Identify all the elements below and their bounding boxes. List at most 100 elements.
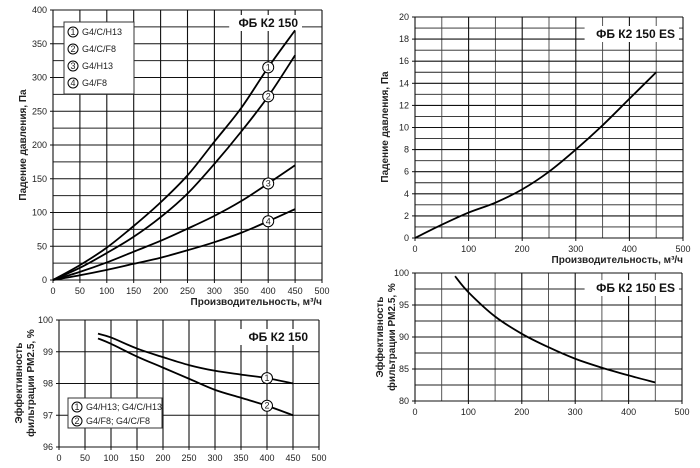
series-line-4 [52, 208, 296, 281]
y-tick-label: 18 [399, 34, 409, 44]
x-tick-label: 100 [99, 286, 114, 296]
series-line-1 [414, 71, 657, 239]
legend-marker-label: 1 [70, 27, 75, 37]
x-tick-label: 350 [234, 286, 249, 296]
y-axis-label-line: Эффективность [374, 297, 386, 378]
y-tick-label: 100 [394, 268, 409, 278]
y-tick-label: 100 [32, 208, 47, 218]
x-tick-label: 100 [103, 453, 118, 463]
legend-box [67, 397, 163, 429]
series-marker-2 [262, 90, 275, 103]
x-tick-label: 300 [207, 453, 222, 463]
y-tick-label: 0 [404, 233, 409, 243]
x-tick-label: 300 [207, 286, 222, 296]
y-tick-label: 16 [399, 56, 409, 66]
chart-3: 0 100 200 300 400 500 0 2 4 6 8 10 12 14 16 18 20 Произво… [380, 12, 691, 266]
y-tick-label: 400 [32, 5, 47, 15]
legend-entry: G4/F8; G4/C/F8 [86, 416, 150, 426]
chart-title: ФБ К2 150 ES [596, 281, 675, 295]
series-marker-2 [261, 399, 273, 412]
chart-title-bg [584, 26, 679, 42]
legend-marker-label: 3 [70, 61, 75, 71]
series-marker-label: 2 [264, 401, 269, 411]
y-axis-label: Падение давления, Па [380, 71, 391, 183]
series-marker-1 [261, 372, 273, 385]
series-marker-4 [262, 215, 275, 228]
x-tick-label: 450 [285, 453, 300, 463]
x-tick-label: 300 [568, 244, 583, 254]
legend-entry: G4/C/F8 [82, 44, 116, 54]
legend-entry: G4/H13 [82, 61, 113, 71]
x-tick-label: 200 [155, 453, 170, 463]
series-marker-3 [262, 177, 275, 190]
legend-marker [67, 77, 79, 89]
chart-1: 0 50 100 150 200 250 300 350 400 450 500 0 50 100 150 2… [18, 5, 330, 308]
y-tick-label: 200 [32, 140, 47, 150]
series-marker-label: 1 [264, 373, 269, 383]
x-tick-label: 0 [412, 407, 417, 417]
series-line-3 [52, 164, 296, 281]
y-tick-label: 100 [38, 315, 53, 325]
x-tick-label: 250 [181, 453, 196, 463]
y-tick-label: 12 [399, 100, 409, 110]
legend-marker-label: 1 [74, 402, 79, 412]
y-tick-label: 95 [399, 300, 409, 310]
y-tick-label: 97 [43, 410, 53, 420]
x-axis-label: Производительность, м³/ч [191, 297, 323, 308]
y-tick-label: 98 [43, 379, 53, 389]
x-tick-label: 450 [288, 286, 303, 296]
y-tick-label: 0 [42, 275, 47, 285]
series-marker-1 [262, 61, 275, 74]
y-tick-label: 250 [32, 106, 47, 116]
legend-marker [67, 60, 79, 72]
chart-title-bg [229, 15, 302, 31]
x-tick-label: 0 [412, 244, 417, 254]
y-tick-label: 10 [399, 123, 409, 133]
y-tick-label: 350 [32, 39, 47, 49]
x-tick-label: 400 [259, 453, 274, 463]
chart-title: ФБ К2 150 ES [596, 27, 675, 41]
series-marker-label: 3 [266, 178, 271, 188]
y-tick-label: 6 [404, 167, 409, 177]
x-tick-label: 400 [621, 407, 636, 417]
x-tick-label: 500 [675, 244, 690, 254]
x-tick-label: 400 [622, 244, 637, 254]
chart-2: 0 50 100 150 200 250 300 350 400 450 500 96 97 98 99 10… [13, 315, 327, 463]
y-axis-label: Эффективностьфильтрации PM2.5, % [374, 283, 398, 391]
chart-title: ФБ К2 150 [238, 16, 298, 30]
y-tick-label: 50 [37, 241, 47, 251]
legend-marker-label: 2 [74, 416, 79, 426]
y-tick-label: 90 [399, 332, 409, 342]
x-tick-label: 500 [311, 453, 326, 463]
series-marker-label: 2 [266, 91, 271, 101]
x-tick-label: 400 [261, 286, 276, 296]
legend-entry: G4/H13; G4/C/H13 [86, 402, 162, 412]
legend-entry: G4/C/H13 [82, 27, 122, 37]
x-tick-label: 100 [461, 407, 476, 417]
legend-marker [67, 43, 79, 55]
y-tick-label: 150 [32, 174, 47, 184]
legend-marker [71, 401, 83, 413]
y-tick-label: 99 [43, 347, 53, 357]
y-tick-label: 20 [399, 12, 409, 22]
x-tick-label: 350 [233, 453, 248, 463]
y-axis-label-line: фильтрации PM2.5, % [386, 283, 398, 391]
y-tick-label: 8 [404, 145, 409, 155]
y-axis-label-line: фильтрации PM2.5, % [25, 329, 37, 437]
series-marker-label: 1 [266, 62, 271, 72]
x-tick-label: 100 [461, 244, 476, 254]
chart-title: ФБ К2 150 [248, 330, 308, 344]
legend-marker-label: 4 [70, 78, 75, 88]
chart-title-bg [584, 280, 679, 296]
x-tick-label: 200 [514, 407, 529, 417]
y-tick-label: 2 [404, 211, 409, 221]
y-tick-label: 96 [43, 442, 53, 452]
y-axis-label: Эффективностьфильтрации PM2.5, % [13, 329, 37, 437]
y-tick-label: 80 [399, 396, 409, 406]
series-line-2 [52, 54, 296, 281]
x-tick-label: 50 [75, 286, 85, 296]
y-axis-label: Падение давления, Па [18, 89, 29, 201]
y-tick-label: 4 [404, 189, 409, 199]
x-tick-label: 50 [80, 453, 90, 463]
